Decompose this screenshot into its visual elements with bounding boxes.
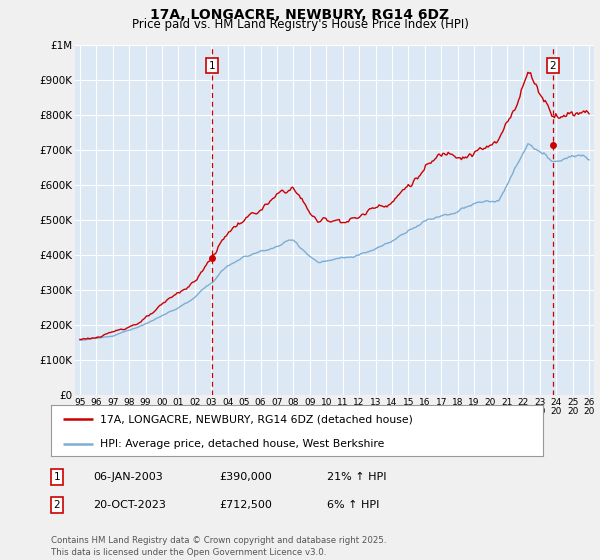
Text: 6% ↑ HPI: 6% ↑ HPI bbox=[327, 500, 379, 510]
Text: Contains HM Land Registry data © Crown copyright and database right 2025.
This d: Contains HM Land Registry data © Crown c… bbox=[51, 536, 386, 557]
Text: 17A, LONGACRE, NEWBURY, RG14 6DZ: 17A, LONGACRE, NEWBURY, RG14 6DZ bbox=[151, 8, 449, 22]
Text: 2: 2 bbox=[550, 61, 556, 71]
Text: 20-OCT-2023: 20-OCT-2023 bbox=[93, 500, 166, 510]
Text: 06-JAN-2003: 06-JAN-2003 bbox=[93, 472, 163, 482]
Text: 1: 1 bbox=[208, 61, 215, 71]
Text: 2: 2 bbox=[53, 500, 61, 510]
Text: 17A, LONGACRE, NEWBURY, RG14 6DZ (detached house): 17A, LONGACRE, NEWBURY, RG14 6DZ (detach… bbox=[100, 414, 413, 424]
Text: £712,500: £712,500 bbox=[219, 500, 272, 510]
Text: £390,000: £390,000 bbox=[219, 472, 272, 482]
Text: 1: 1 bbox=[53, 472, 61, 482]
Text: 21% ↑ HPI: 21% ↑ HPI bbox=[327, 472, 386, 482]
Text: HPI: Average price, detached house, West Berkshire: HPI: Average price, detached house, West… bbox=[100, 438, 385, 449]
Text: Price paid vs. HM Land Registry's House Price Index (HPI): Price paid vs. HM Land Registry's House … bbox=[131, 18, 469, 31]
